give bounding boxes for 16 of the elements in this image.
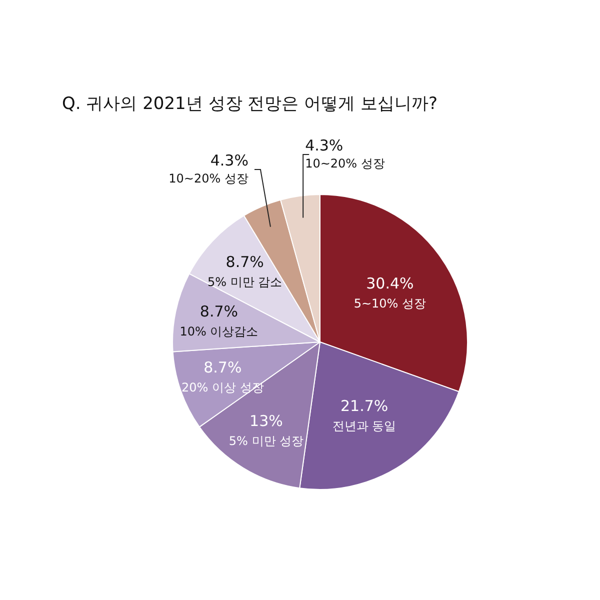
data-label: 21.7% <box>340 397 388 416</box>
slice-label: 5% 미만 성장 <box>228 434 304 448</box>
data-label: 4.3% <box>305 136 344 154</box>
slice-label: 10~20% 성장 <box>168 172 248 186</box>
slice-label: 전년과 동일 <box>332 419 396 434</box>
slice-label: 5% 미만 감소 <box>208 275 282 290</box>
slice-label: 10~20% 성장 <box>305 156 385 170</box>
data-label: 8.7% <box>226 253 264 272</box>
data-label: 30.4% <box>366 274 414 293</box>
data-label: 8.7% <box>204 358 242 376</box>
data-label: 8.7% <box>200 302 238 321</box>
data-label: 4.3% <box>210 152 248 170</box>
slice-label: 5~10% 성장 <box>354 296 426 311</box>
slice-label: 10% 이상감소 <box>180 324 258 339</box>
chart-title: Q. 귀사의 2021년 성장 전망은 어떻게 보십니까? <box>62 93 438 115</box>
data-label: 13% <box>250 412 283 430</box>
